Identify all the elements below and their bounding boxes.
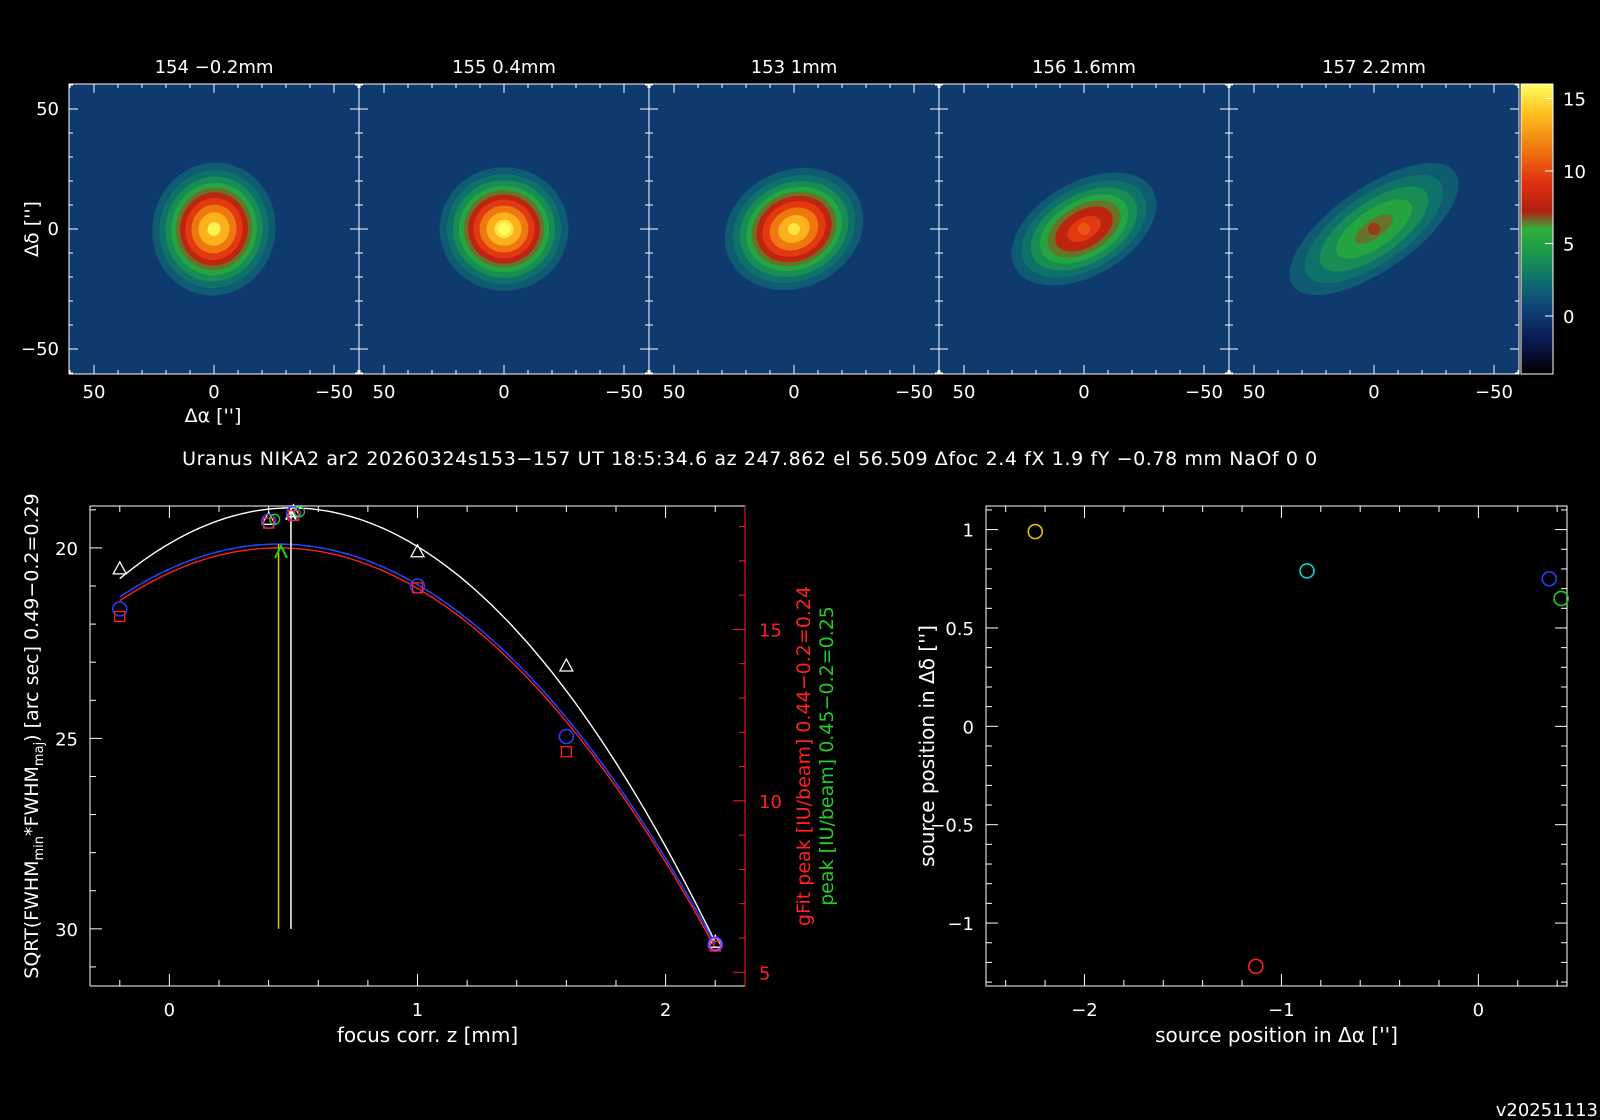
peak-marker <box>293 506 306 518</box>
peak-marker <box>268 513 281 525</box>
y-right-tick-label: 10 <box>759 792 782 813</box>
x-tick-label: −50 <box>605 382 643 403</box>
y-tick-label: 0 <box>48 219 59 240</box>
fwhm-triangle-marker <box>112 560 128 575</box>
source-position-marker <box>1299 563 1315 579</box>
y-tick-label: 25 <box>55 729 78 750</box>
y-tick-label: −0.5 <box>930 816 974 837</box>
beam-peak <box>208 223 220 235</box>
x-tick-label: 1 <box>412 1000 423 1021</box>
beam-map-panel: 156 1.6mm 50 0 −50 <box>938 57 1230 403</box>
x-tick-label: 0 <box>1473 1000 1484 1021</box>
map-title: 153 1mm <box>751 57 838 78</box>
y-tick-label: 0.5 <box>945 619 974 640</box>
x-tick-label: −50 <box>1185 382 1223 403</box>
x-tick-label: 50 <box>373 382 396 403</box>
x-tick-label: 0 <box>1078 382 1089 403</box>
y-tick-label: 50 <box>36 99 59 120</box>
y-right-tick-label: 15 <box>759 620 782 641</box>
x-tick-label: 0 <box>1368 382 1379 403</box>
colorbar-gradient <box>1520 83 1554 375</box>
source-position-marker <box>1553 590 1569 607</box>
x-tick-label: 0 <box>788 382 799 403</box>
fwhm-square-marker <box>287 509 300 522</box>
y-tick-label: −50 <box>21 339 59 360</box>
map-title: 154 −0.2mm <box>155 57 274 78</box>
source-position-marker <box>1027 523 1044 540</box>
beam-map-panel: 153 1mm 50 0 −50 <box>648 57 940 403</box>
x-tick-label: 0 <box>498 382 509 403</box>
fwhm-square-marker <box>262 517 275 529</box>
y-axis-label: SQRT(FWHMmin*FWHMmaj) [arc sec] 0.49−0.2… <box>21 493 47 978</box>
position-plot-frame <box>985 505 1568 987</box>
source-position-marker <box>1541 570 1558 587</box>
x-tick-label: −50 <box>1475 382 1513 403</box>
colorbar-tick-label: 5 <box>1563 235 1574 256</box>
x-tick-label: 0 <box>164 1000 175 1021</box>
version-label: v20251113 <box>1496 1100 1598 1120</box>
y-tick-label: 30 <box>55 920 78 941</box>
fwhm-square-marker <box>560 746 573 758</box>
y-tick-label: 20 <box>55 539 78 560</box>
fwhm-square-marker <box>709 940 721 952</box>
colorbar-tick-label: 0 <box>1563 307 1574 328</box>
fit-curve-white <box>119 507 716 943</box>
colorbar-tick-label: 15 <box>1563 90 1586 111</box>
y-right-tick-label: 5 <box>759 963 770 984</box>
fwhm-square-marker <box>411 582 424 594</box>
map-title: 155 0.4mm <box>452 57 556 78</box>
beam-map-panel: 154 −0.2mm 50 0 −50 50 0 −50 Δα [''] Δδ [''] <box>21 57 360 427</box>
fit-curve-red <box>119 547 716 949</box>
beam-map-panel: 155 0.4mm 50 0 −50 <box>358 57 650 403</box>
observation-info-line: Uranus NIKA2 ar2 20260324s153−157 UT 18:… <box>182 448 1318 470</box>
beam-peak <box>1078 223 1090 235</box>
y-axis-label: source position in Δδ [''] <box>915 625 939 867</box>
x-tick-label: 50 <box>1243 382 1266 403</box>
fwhm-circle-marker <box>112 601 128 617</box>
y-right-axis-label-peak: peak [IU/beam] 0.45−0.2=0.25 <box>816 606 838 906</box>
focus-curve-plot: 0 1 2 focus corr. z [mm] 20 25 30 15 10 5 SQRT(FWH… <box>21 493 838 1047</box>
fwhm-square-marker <box>114 610 126 623</box>
beam-peak <box>788 223 800 235</box>
best-focus-green-arrow <box>274 543 288 559</box>
y-axis-label: Δδ [''] <box>21 201 43 257</box>
x-tick-label: −50 <box>315 382 353 403</box>
x-tick-label: 50 <box>953 382 976 403</box>
fwhm-triangle-marker <box>409 543 426 558</box>
fwhm-circle-marker <box>558 728 575 745</box>
fit-curve-blue <box>119 543 716 945</box>
map-title: 157 2.2mm <box>1322 57 1426 78</box>
x-axis-label: focus corr. z [mm] <box>337 1023 518 1047</box>
x-tick-label: 0 <box>208 382 219 403</box>
fit-curve-cyan <box>119 543 716 945</box>
x-axis-label: Δα [''] <box>185 405 242 427</box>
y-tick-label: 0 <box>963 717 974 738</box>
beam-map-panel: 157 2.2mm 50 0 −50 <box>1228 57 1520 403</box>
y-tick-label: 1 <box>963 521 974 542</box>
x-tick-label: 50 <box>663 382 686 403</box>
x-tick-label: 2 <box>660 1000 671 1021</box>
x-tick-label: −50 <box>895 382 933 403</box>
map-title: 156 1.6mm <box>1032 57 1136 78</box>
fwhm-triangle-marker <box>558 657 574 672</box>
beam-maps-row: 154 −0.2mm 50 0 −50 50 0 −50 Δα [''] Δδ [''] 155 … <box>21 57 1520 427</box>
x-tick-label: −2 <box>1071 1000 1098 1021</box>
beam-peak <box>1368 223 1380 235</box>
x-axis-label: source position in Δα [''] <box>1155 1023 1398 1047</box>
x-tick-label: 50 <box>83 382 106 403</box>
fwhm-circle-marker <box>708 937 722 951</box>
beam-peak <box>498 223 510 235</box>
y-tick-label: −1 <box>947 914 974 935</box>
colorbar-tick-label: 10 <box>1563 162 1586 183</box>
y-right-axis-label-gfit: gFit peak [IU/beam] 0.44−0.2=0.24 <box>793 586 815 926</box>
colorbar: 15 10 5 0 <box>1520 83 1586 375</box>
source-position-marker <box>1248 958 1264 975</box>
x-tick-label: −1 <box>1268 1000 1295 1021</box>
